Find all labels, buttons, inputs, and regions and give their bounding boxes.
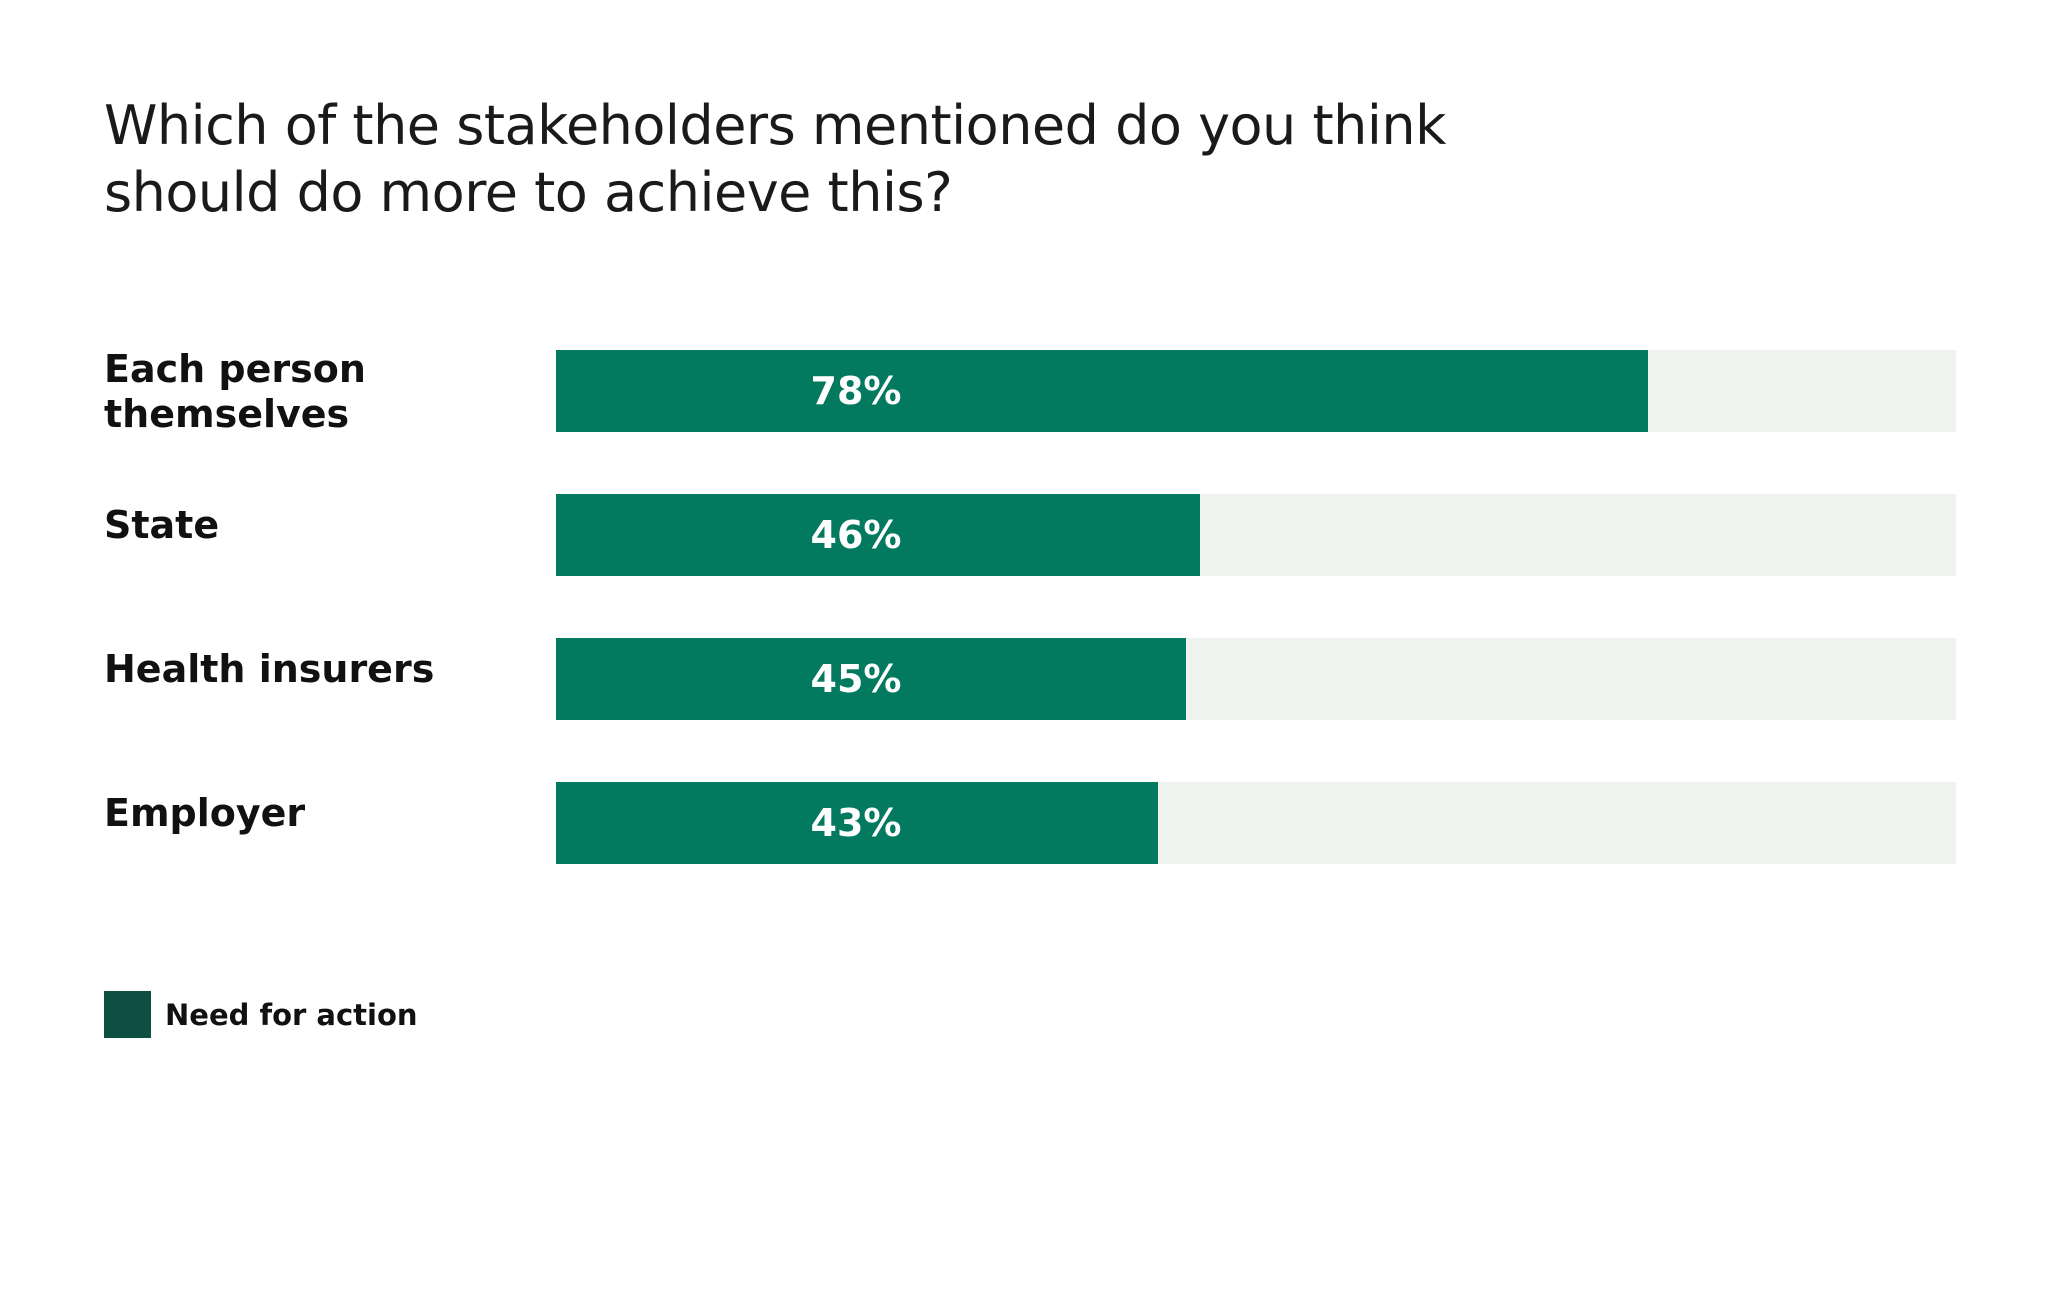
bars-group: 78% Each person themselves 46% State 45% Healt… — [104, 347, 1956, 864]
legend-label: Need for action — [165, 997, 418, 1032]
category-label: Employer — [104, 791, 305, 835]
bar — [556, 782, 1158, 864]
category-label: State — [104, 503, 219, 547]
category-label: Health insurers — [104, 647, 434, 691]
legend-swatch — [104, 991, 151, 1038]
legend: Need for action — [104, 991, 418, 1038]
bar — [556, 494, 1200, 576]
bar-value-label: 45% — [811, 657, 902, 701]
chart-title: Which of the stakeholders mentioned do y… — [104, 94, 1446, 224]
bar-value-label: 43% — [811, 801, 902, 845]
bar — [556, 350, 1648, 432]
bar — [556, 638, 1186, 720]
bar-value-label: 46% — [811, 513, 902, 557]
bar-value-label: 78% — [811, 369, 902, 413]
category-label: Each person themselves — [104, 347, 366, 436]
